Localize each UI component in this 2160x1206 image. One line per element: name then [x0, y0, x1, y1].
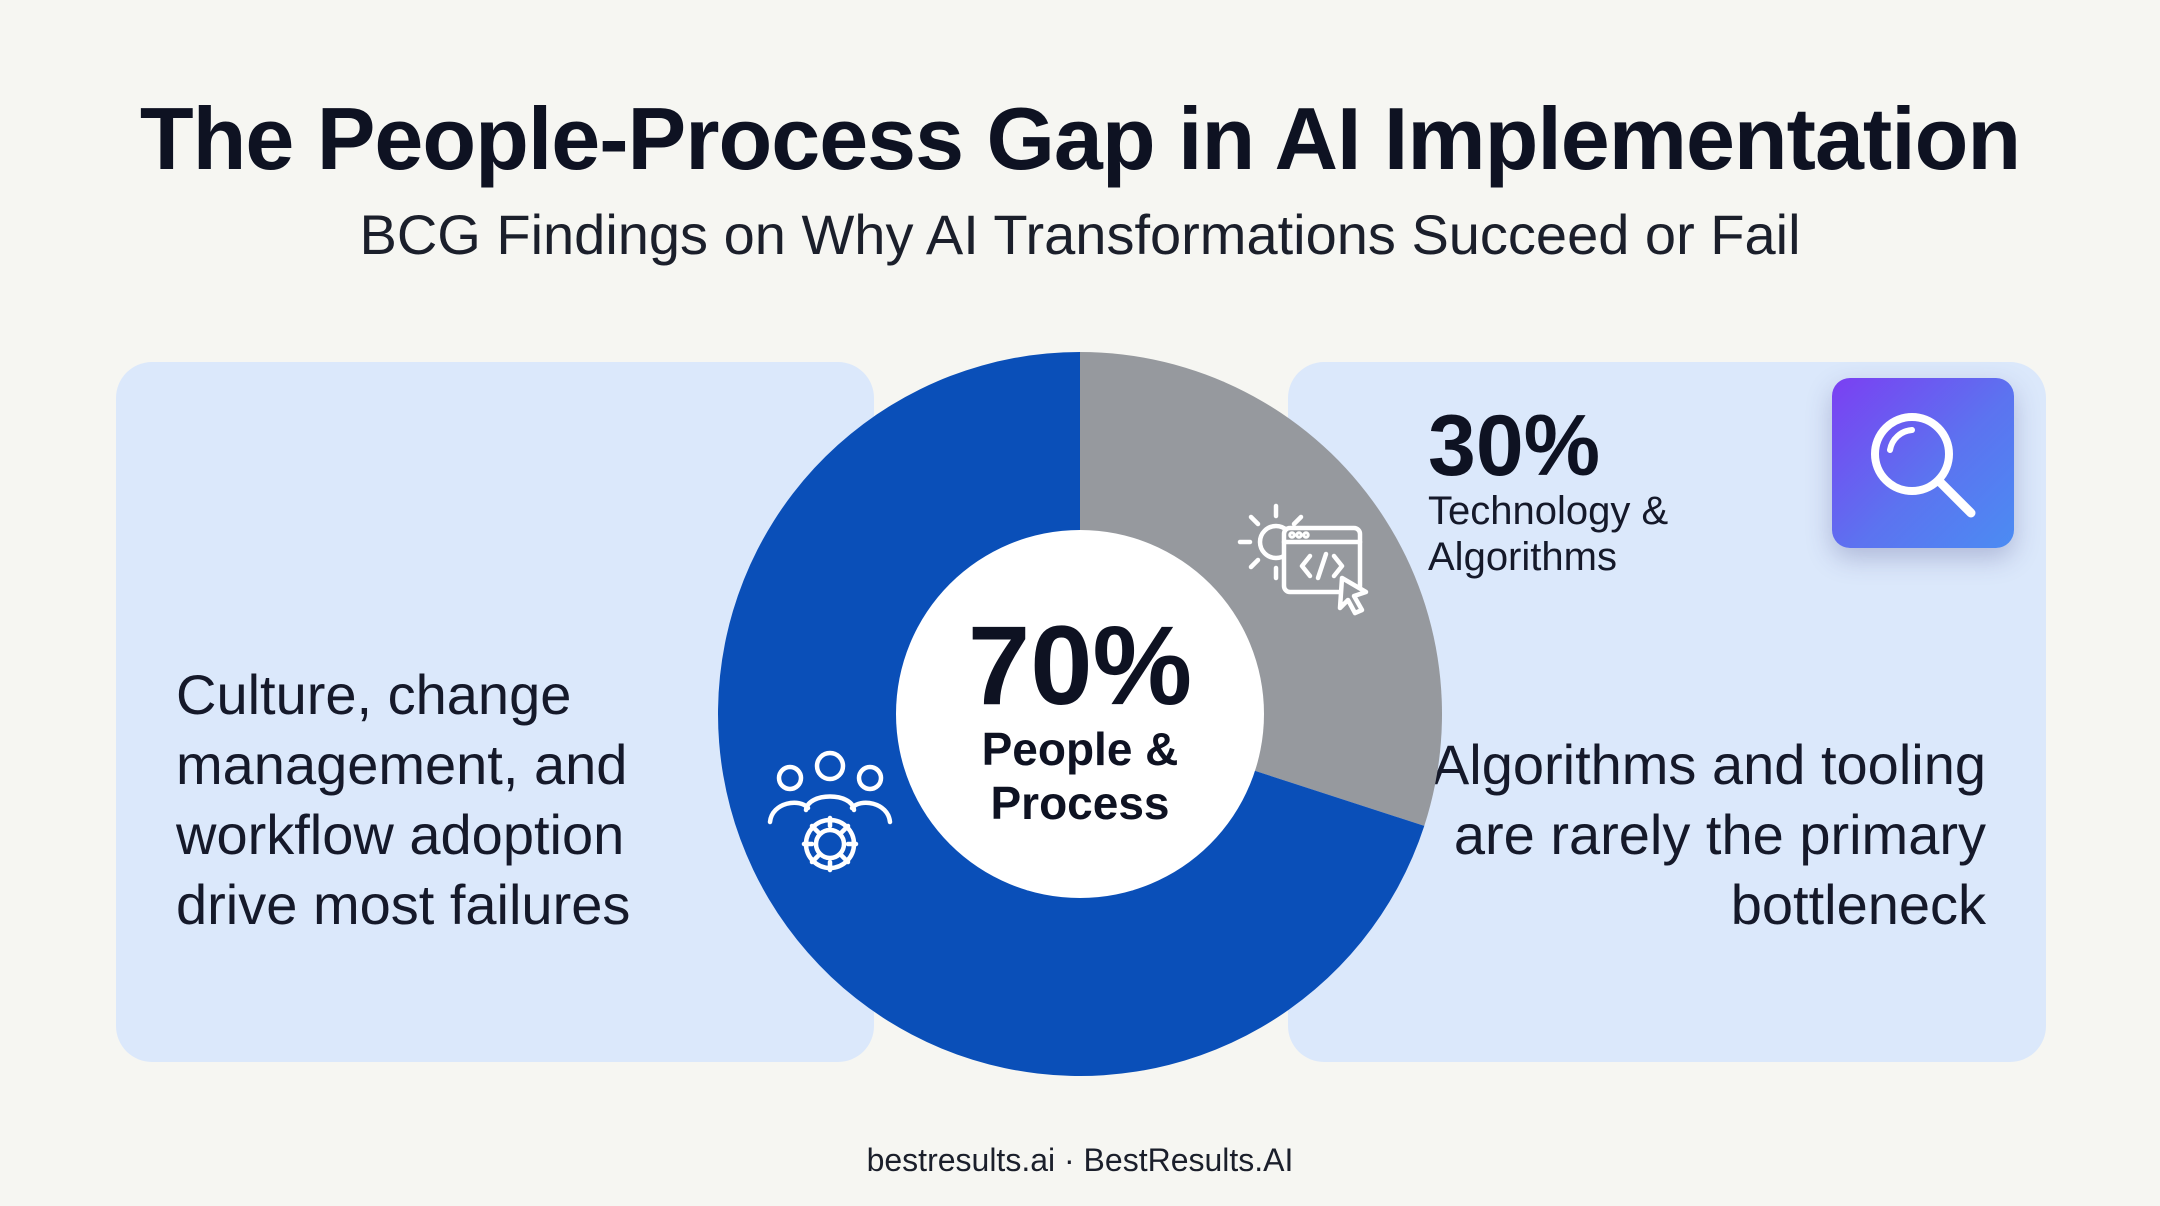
- right-panel-text: Algorithms and tooling are rarely the pr…: [1431, 733, 1986, 936]
- technology-percent: 30%: [1428, 398, 1601, 494]
- left-panel-text: Culture, change management, and workflow…: [176, 663, 631, 936]
- footer-credit: bestresults.ai · BestResults.AI: [866, 1142, 1294, 1178]
- donut-hole: [896, 530, 1264, 898]
- people-process-percent: 70%: [967, 603, 1193, 728]
- search-badge: [1832, 378, 2014, 548]
- donut-chart: [718, 352, 1442, 1076]
- chart-subtitle: BCG Findings on Why AI Transformations S…: [359, 203, 1801, 266]
- search-icon: [1871, 413, 1976, 518]
- people-gear-icon: [767, 750, 893, 873]
- code-window-gear-icon: [1237, 503, 1369, 616]
- people-process-label: People & Process: [981, 723, 1179, 829]
- chart-title: The People-Process Gap in AI Implementat…: [139, 89, 2021, 188]
- technology-label: Technology & Algorithms: [1428, 489, 1669, 579]
